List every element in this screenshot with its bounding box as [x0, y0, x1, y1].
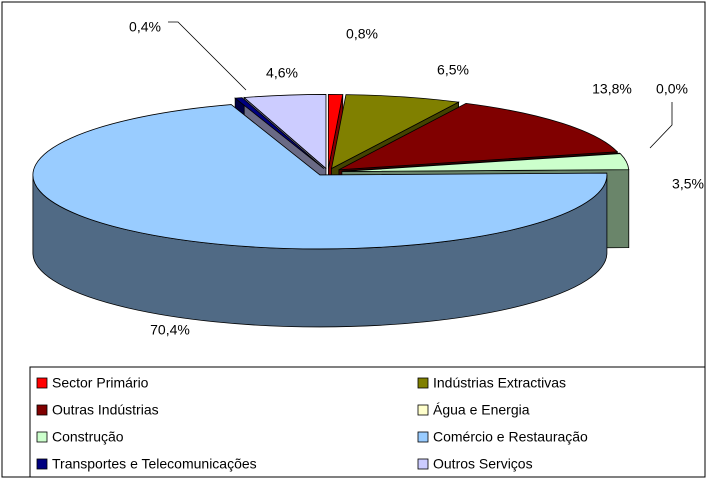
legend: Sector Primário Indústrias Extractivas Out…	[36, 375, 588, 472]
slice	[338, 102, 619, 171]
data-label: 0,8%	[346, 26, 378, 42]
slice	[327, 93, 344, 169]
legend-label: Construção	[52, 429, 124, 445]
data-label: 0,0%	[656, 81, 688, 97]
legend-label: Transportes e Telecomunicações	[52, 456, 257, 472]
slice	[330, 94, 460, 170]
slice	[32, 104, 608, 250]
slice	[234, 97, 325, 169]
legend-label: Comércio e Restauração	[433, 429, 588, 445]
legend-swatch	[36, 458, 48, 470]
slice	[341, 152, 621, 172]
legend-label: Água e Energia	[433, 402, 530, 418]
leader-line	[649, 102, 673, 149]
legend-swatch	[417, 458, 429, 470]
slice-tops	[32, 93, 630, 250]
legend-label: Outros Serviços	[433, 456, 533, 472]
legend-label: Outras Indústrias	[52, 402, 159, 418]
slice	[243, 94, 327, 170]
legend-swatch	[417, 431, 429, 443]
data-label: 6,5%	[437, 62, 469, 78]
data-label: 0,4%	[129, 19, 161, 35]
legend-swatch	[417, 404, 429, 416]
data-label: 3,5%	[672, 176, 704, 192]
pie: 0,8% 6,5% 13,8% 0,0% 3,5% 70,4% 0,4% 4,6%	[32, 19, 704, 338]
data-label: 4,6%	[266, 65, 298, 81]
legend-label: Sector Primário	[52, 375, 149, 391]
slice	[341, 153, 630, 172]
legend-swatch	[417, 377, 429, 389]
legend-label: Indústrias Extractivas	[433, 375, 566, 391]
legend-box	[29, 366, 706, 478]
data-label: 13,8%	[592, 81, 632, 97]
legend-swatch	[36, 377, 48, 389]
data-label: 70,4%	[150, 322, 190, 338]
legend-swatch	[36, 431, 48, 443]
leader-line	[168, 21, 247, 91]
legend-swatch	[36, 404, 48, 416]
